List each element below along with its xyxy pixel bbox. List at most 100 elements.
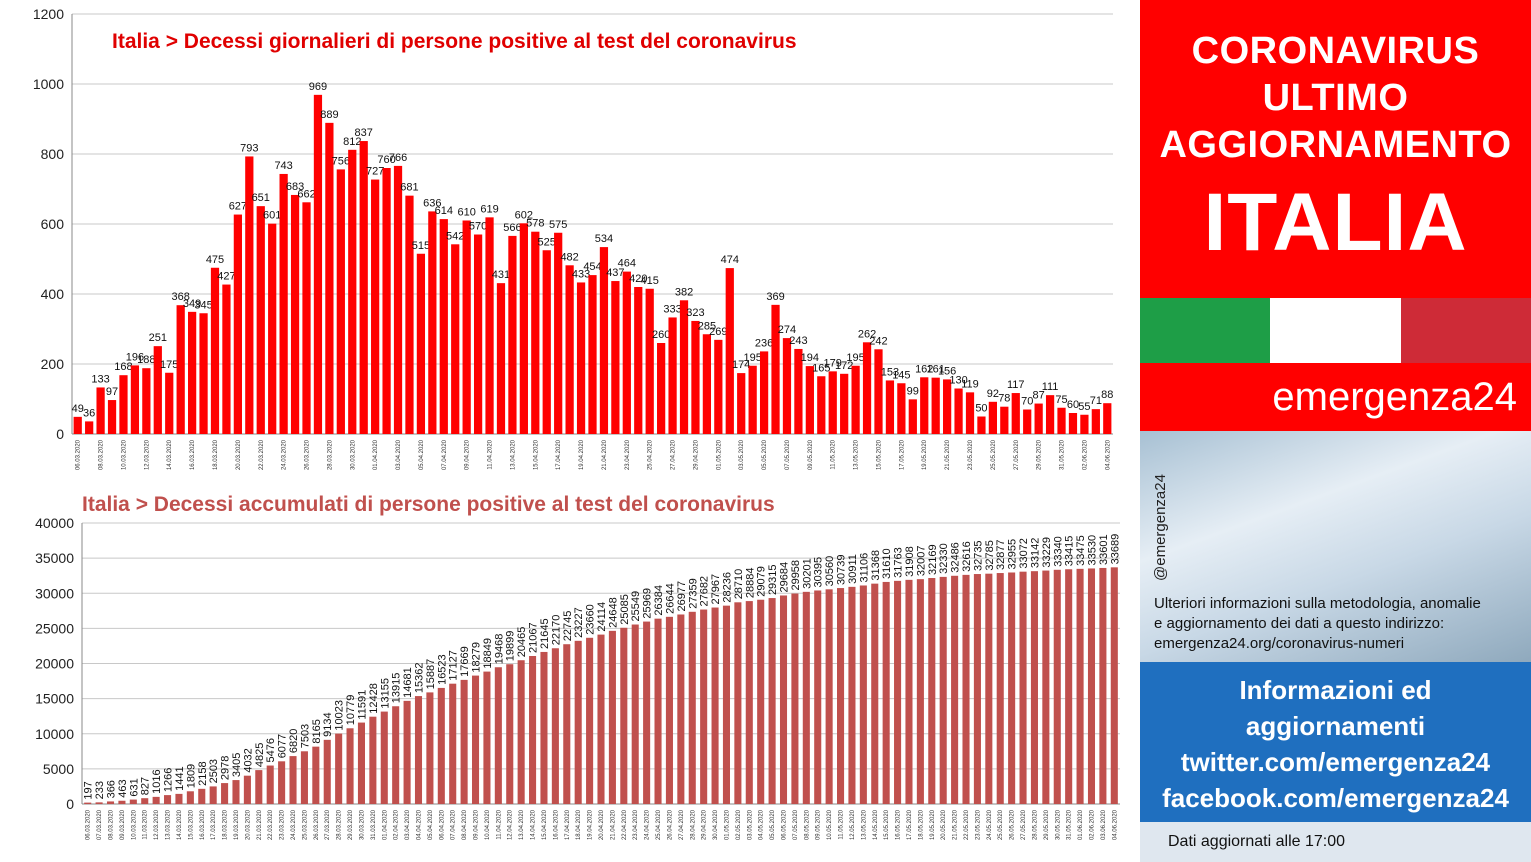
bar bbox=[939, 576, 947, 804]
data-label: 29079 bbox=[756, 566, 768, 597]
data-label: 475 bbox=[206, 254, 224, 266]
data-label: 25549 bbox=[630, 591, 642, 622]
bar bbox=[129, 799, 137, 804]
bar bbox=[897, 383, 906, 434]
data-label: 812 bbox=[343, 136, 361, 148]
data-label: 542 bbox=[446, 230, 464, 242]
brand-logo: emergenza24 bbox=[1272, 375, 1517, 419]
x-tick-label: 26.05.2020 bbox=[1010, 809, 1016, 840]
x-tick-label: 24.03.2020 bbox=[291, 809, 297, 840]
bar bbox=[554, 232, 563, 434]
bar bbox=[1091, 409, 1100, 434]
bar bbox=[782, 338, 792, 434]
data-label: 32486 bbox=[950, 542, 962, 573]
x-tick-label: 06.03.2020 bbox=[76, 439, 82, 470]
x-tick-label: 13.04.2020 bbox=[510, 439, 516, 470]
bar bbox=[95, 802, 103, 804]
bar bbox=[279, 173, 288, 434]
bar bbox=[1000, 406, 1009, 434]
bar bbox=[599, 247, 609, 434]
x-tick-label: 24.05.2020 bbox=[987, 809, 993, 840]
facebook-link[interactable]: facebook.com/emergenza24 bbox=[1162, 783, 1509, 813]
y-tick-label: 0 bbox=[66, 796, 74, 812]
x-tick-label: 09.04.2020 bbox=[465, 439, 471, 470]
x-tick-label: 16.05.2020 bbox=[896, 809, 902, 840]
data-label: 345 bbox=[194, 299, 212, 311]
data-label: 119 bbox=[961, 378, 979, 390]
x-tick-label: 24.03.2020 bbox=[282, 439, 288, 470]
bar bbox=[186, 791, 194, 804]
data-label: 32955 bbox=[1007, 539, 1019, 570]
bar bbox=[996, 573, 1004, 804]
x-tick-label: 19.05.2020 bbox=[930, 809, 936, 840]
data-label: 29315 bbox=[767, 564, 779, 595]
data-label: 30911 bbox=[847, 554, 859, 584]
data-label: 99 bbox=[907, 385, 919, 397]
bar bbox=[920, 377, 929, 434]
data-label: 727 bbox=[366, 166, 384, 178]
data-label: 31610 bbox=[881, 548, 893, 579]
data-label: 32330 bbox=[938, 543, 950, 574]
data-label: 92 bbox=[987, 388, 999, 400]
bar bbox=[745, 601, 753, 804]
data-label: 1441 bbox=[174, 766, 186, 790]
bar bbox=[508, 235, 517, 434]
data-label: 23227 bbox=[573, 607, 585, 638]
data-label: 251 bbox=[149, 332, 167, 344]
data-label: 111 bbox=[1042, 381, 1059, 393]
bar bbox=[862, 342, 872, 434]
bar bbox=[106, 801, 115, 804]
bar bbox=[130, 365, 140, 434]
cumulative-deaths-chart: 0 5000 10000 15000 20000 25000 30000 35000 40000… bbox=[35, 493, 1121, 840]
bar bbox=[1053, 569, 1061, 804]
info-link[interactable]: emergenza24.org/coronavirus-numeri bbox=[1154, 635, 1405, 652]
x-tick-label: 30.04.2020 bbox=[713, 809, 719, 840]
info-line-1: Ulteriori informazioni sulla metodologia… bbox=[1154, 595, 1481, 612]
bar bbox=[1034, 403, 1043, 434]
twitter-link[interactable]: twitter.com/emergenza24 bbox=[1180, 747, 1491, 777]
data-label: 165 bbox=[812, 362, 830, 374]
bar bbox=[563, 644, 571, 804]
bar bbox=[679, 300, 689, 434]
bar bbox=[84, 802, 92, 804]
bar bbox=[734, 602, 742, 804]
data-label: 32877 bbox=[995, 539, 1007, 570]
bar bbox=[916, 579, 924, 804]
x-tick-label: 01.05.2020 bbox=[716, 439, 722, 470]
bar bbox=[1045, 395, 1055, 434]
x-tick-label: 07.05.2020 bbox=[785, 439, 791, 470]
data-label: 195 bbox=[846, 352, 864, 364]
bar bbox=[817, 376, 826, 434]
bar bbox=[634, 287, 643, 434]
x-tick-label: 26.03.2020 bbox=[314, 809, 320, 840]
flag-red-stripe bbox=[1400, 298, 1531, 363]
data-label: 175 bbox=[160, 359, 178, 371]
bar bbox=[620, 627, 628, 804]
x-tick-label: 16.03.2020 bbox=[200, 809, 206, 840]
bar bbox=[622, 271, 631, 434]
x-tick-label: 18.05.2020 bbox=[918, 809, 924, 840]
bar bbox=[711, 607, 719, 804]
x-tick-label: 02.04.2020 bbox=[394, 809, 400, 840]
x-tick-label: 08.04.2020 bbox=[462, 809, 468, 840]
data-label: 31763 bbox=[893, 547, 905, 578]
data-label: 30560 bbox=[824, 556, 836, 587]
data-label: 8165 bbox=[311, 719, 323, 743]
bar bbox=[278, 761, 286, 804]
bar bbox=[85, 421, 94, 434]
headline: CORONAVIRUS ULTIMO AGGIORNAMENTO bbox=[1140, 28, 1531, 169]
data-label: 601 bbox=[263, 210, 281, 222]
data-label: 33475 bbox=[1075, 535, 1087, 566]
x-tick-label: 20.03.2020 bbox=[236, 439, 242, 470]
info-box: @emergenza24 Ulteriori informazioni sull… bbox=[1140, 431, 1531, 662]
data-label: 174 bbox=[732, 359, 750, 371]
y-tick-label: 800 bbox=[41, 146, 65, 162]
data-label: 19899 bbox=[505, 631, 517, 662]
update-band: Dati aggiornati alle 17:00 bbox=[1140, 822, 1531, 862]
bar bbox=[608, 630, 616, 804]
social-line-1: Informazioni ed bbox=[1239, 675, 1432, 705]
x-tick-label: 08.05.2020 bbox=[804, 809, 810, 840]
bar bbox=[1030, 571, 1038, 804]
x-tick-label: 03.04.2020 bbox=[405, 809, 411, 840]
bar bbox=[928, 578, 936, 804]
